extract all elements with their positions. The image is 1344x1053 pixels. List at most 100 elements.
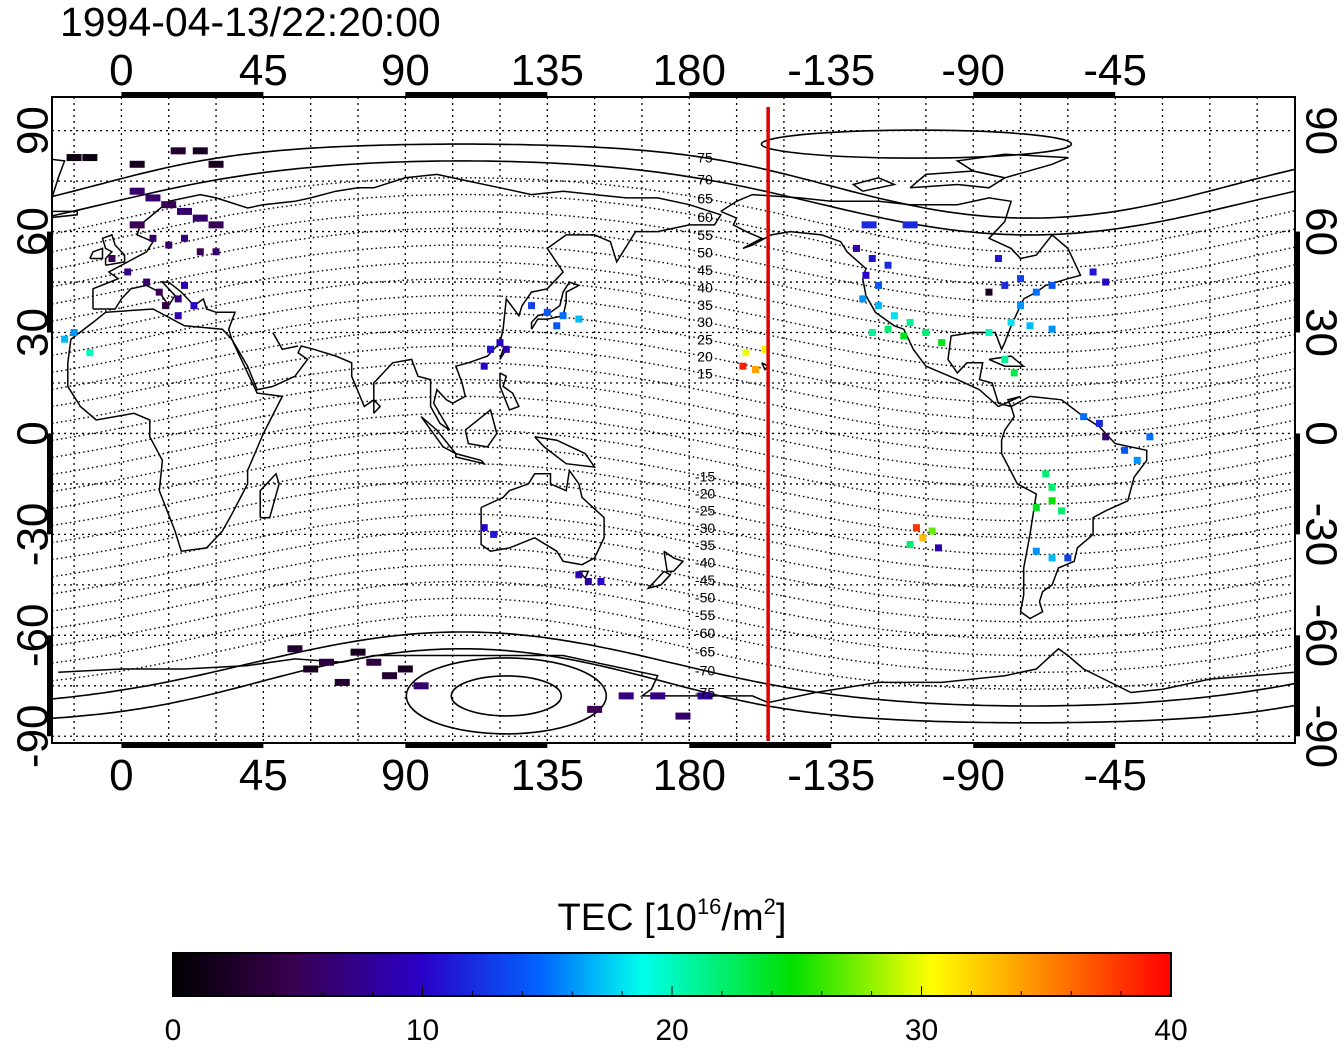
contour-line [52,143,1295,219]
coastline-segment [480,468,605,566]
tec-point [1095,419,1103,427]
tec-point [61,335,69,343]
tec-point [697,692,713,700]
lon-tick-label-bottom: -135 [787,751,875,800]
tec-point [559,312,567,320]
tec-point [761,345,769,353]
tec-point [862,271,870,279]
tec-point [906,318,914,326]
tec-point [86,349,94,357]
colorbar-title: TEC [1016/m2] [558,894,787,939]
tec-point [1048,554,1056,562]
tec-point [875,302,883,310]
tec-point [192,214,208,222]
contour-label: 65 [697,191,713,207]
colorbar-tick-label: 30 [905,1014,938,1047]
colorbar-tick-label: 0 [165,1014,182,1047]
tec-point [890,312,898,320]
contour-label: 25 [697,331,713,347]
coastline-segment [851,177,897,192]
tec-measurements [61,147,1154,720]
tec-point [1080,413,1088,421]
tec-point [165,241,173,249]
tec-point [1042,470,1050,478]
contour-label: 50 [697,245,713,261]
tec-point [190,302,198,310]
coastline-segment [272,332,299,351]
tec-point [922,329,930,337]
lat-tick-label-left: -30 [9,503,58,567]
coastline-segment [464,408,498,448]
tec-point [1048,281,1056,289]
frame-bar [405,92,548,97]
coastline-segment [720,193,1082,408]
latitude-ticks-left: 90 60 30 0 -30 -60 -90 [9,106,58,768]
frame-tick-bars [47,92,1300,748]
coastline-segment [67,308,284,553]
coastline-segment [455,452,487,466]
contour-label: 45 [697,262,713,278]
tec-point [129,160,145,168]
contour-label: 30 [697,314,713,330]
coastline [52,153,1295,704]
tec-point [1058,507,1066,515]
tec-point [584,578,592,585]
tec-point [287,645,303,653]
tec-point [859,295,867,303]
tec-point [884,261,892,269]
tec-point [303,665,319,673]
lat-tick-label-left: 90 [9,106,58,155]
contour-oval [405,657,608,735]
tec-point [1121,446,1129,454]
lat-tick-label-right: 90 [1296,106,1344,155]
tec-point [129,187,145,195]
lon-tick-label-top: 0 [109,46,133,95]
frame-bar [121,743,264,748]
frame-bar [405,743,548,748]
contour-label: -30 [695,520,715,536]
contour-oval [760,129,1073,159]
coastline-segment [1000,395,1148,620]
contour-label: -35 [695,537,715,553]
tec-point [413,682,429,690]
tec-point [884,325,892,333]
frame-bar [47,231,52,333]
tec-point [985,288,993,296]
tec-point [935,544,943,552]
tec-point [618,692,634,700]
lon-tick-label-bottom: -90 [941,751,1005,800]
tec-point [490,530,498,538]
tec-point [382,672,398,680]
tec-point [875,281,883,289]
tec-point [196,248,204,256]
tec-point [1007,318,1015,326]
contour-label: -40 [695,555,715,571]
colorbar-title-prefix: TEC [10 [558,897,697,939]
contour-label: -65 [695,643,715,659]
tec-point [129,221,145,229]
tec-point [66,154,82,162]
tec-point [1048,497,1056,505]
lon-tick-label-top: 45 [239,46,288,95]
frame-bar [47,433,52,535]
tec-point [82,154,98,162]
frame-bar [973,743,1116,748]
tec-point [149,234,157,242]
frame-bar [1295,433,1300,535]
tec-point [480,362,488,370]
tec-point [161,201,177,209]
tec-point [1048,483,1056,491]
tec-point [900,332,908,340]
contour-label: 70 [697,171,713,187]
tec-point [145,194,161,202]
colorbar-ticks: 0 10 20 30 40 [165,986,1188,1047]
tec-point [162,302,170,310]
lat-tick-label-left: 30 [9,308,58,357]
frame-bar [121,92,264,97]
tec-point [752,366,760,374]
tec-point [675,712,691,720]
tec-point [1026,322,1034,330]
lat-tick-label-left: 60 [9,207,58,256]
tec-point [919,534,927,542]
